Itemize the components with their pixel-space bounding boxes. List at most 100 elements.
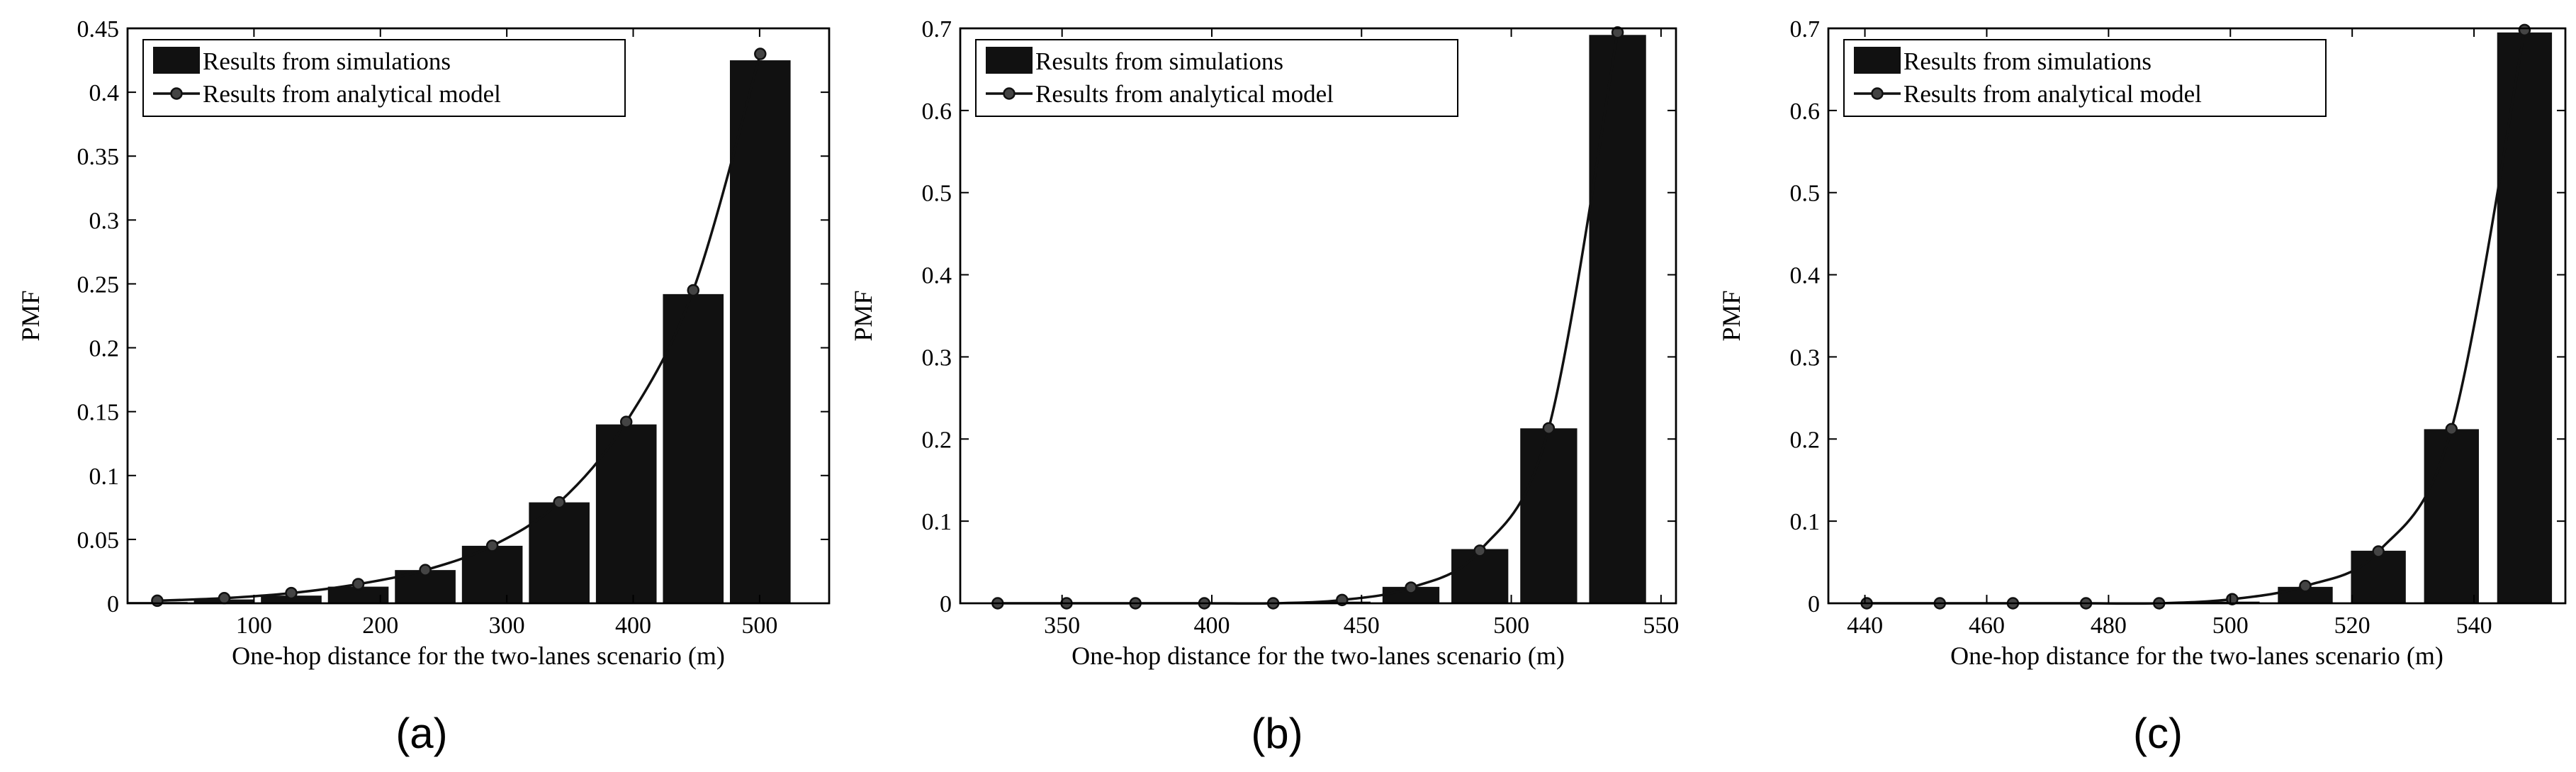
y-tick-label: 0.4: [1790, 263, 1821, 289]
y-tick-label: 0.15: [77, 400, 120, 426]
y-tick-label: 0.3: [922, 345, 952, 371]
panel-label: (b): [1251, 710, 1303, 757]
legend-line-label: Results from analytical model: [1035, 80, 1334, 108]
y-tick-label: 0.3: [1790, 345, 1821, 371]
bar: [2497, 32, 2553, 604]
y-axis-label: PMF: [16, 290, 45, 341]
x-tick-label: 450: [1344, 612, 1380, 639]
legend-bars-label: Results from simulations: [203, 47, 451, 75]
y-tick-label: 0.4: [922, 263, 952, 289]
y-axis-label: PMF: [849, 290, 877, 341]
x-tick-label: 440: [1847, 612, 1883, 639]
bar: [529, 502, 590, 603]
y-tick-label: 0.6: [1790, 99, 1821, 125]
line-point: [1473, 544, 1486, 557]
x-tick-label: 350: [1044, 612, 1080, 639]
x-axis-label: One-hop distance for the two-lanes scena…: [1950, 642, 2443, 670]
y-tick-label: 0.4: [89, 80, 120, 106]
legend: Results from simulations Results from ana…: [142, 39, 626, 117]
x-tick-label: 550: [1643, 612, 1679, 639]
line-point: [2226, 593, 2239, 605]
x-tick-label: 520: [2334, 612, 2370, 639]
line-point: [1542, 422, 1556, 435]
bar: [1589, 35, 1646, 604]
legend-line-marker: [1871, 87, 1884, 100]
line-point: [1611, 26, 1624, 39]
legend-box: [142, 39, 626, 117]
legend-line-marker: [170, 87, 183, 100]
y-tick-label: 0: [1808, 591, 1820, 617]
y-tick-label: 0.2: [922, 427, 952, 453]
line-point: [419, 564, 432, 576]
x-tick-label: 200: [362, 612, 398, 639]
legend-bar-swatch: [153, 47, 200, 74]
line-point: [218, 592, 231, 605]
y-tick-label: 0.6: [922, 99, 952, 125]
y-tick-label: 0.2: [89, 336, 120, 362]
line-point: [351, 578, 365, 591]
line-point: [553, 496, 566, 509]
legend-bar-swatch: [986, 47, 1033, 74]
legend: Results from simulations Results from ana…: [975, 39, 1458, 117]
legend-bars-label: Results from simulations: [1903, 47, 2152, 75]
bar: [595, 424, 657, 603]
line-point: [485, 539, 499, 552]
y-tick-label: 0.35: [77, 144, 120, 170]
y-tick-label: 0.5: [1790, 181, 1821, 207]
panel-label: (c): [2133, 710, 2183, 757]
panel-label: (a): [395, 710, 447, 757]
y-tick-label: 0.3: [89, 208, 120, 234]
y-tick-label: 0: [107, 591, 119, 617]
y-tick-label: 0.7: [1790, 16, 1821, 43]
y-tick-label: 0.25: [77, 272, 120, 298]
x-axis-label: One-hop distance for the two-lanes scena…: [232, 642, 725, 670]
y-axis-label: PMF: [1717, 290, 1745, 341]
bar: [2424, 429, 2479, 603]
x-axis-label: One-hop distance for the two-lanes scena…: [1072, 642, 1565, 670]
legend-box: [1843, 39, 2327, 117]
x-tick-label: 500: [741, 612, 777, 639]
line-point: [754, 47, 767, 60]
bar: [327, 586, 389, 603]
line-point: [2299, 579, 2312, 593]
y-tick-label: 0.1: [89, 464, 120, 490]
plot-border: [126, 27, 831, 605]
bar: [1520, 428, 1577, 603]
line-point: [2445, 423, 2458, 436]
line-point: [1405, 581, 1417, 594]
line-point: [687, 284, 699, 297]
line-point: [619, 415, 633, 428]
x-tick-label: 500: [1493, 612, 1529, 639]
line-point: [151, 594, 164, 608]
line-point: [2518, 23, 2531, 37]
legend-line-label: Results from analytical model: [1903, 80, 2202, 108]
chart-panel-1: 350 400 450 500 550 0 0.1 0.2 0.3 0.4 0.5 0.6 0.7 One…: [849, 16, 1679, 757]
legend-bar-swatch: [1854, 47, 1901, 74]
x-tick-label: 460: [1969, 612, 2005, 639]
bar: [663, 293, 724, 603]
legend-bars-label: Results from simulations: [1035, 47, 1283, 75]
y-tick-label: 0.05: [77, 527, 120, 554]
x-tick-label: 400: [1193, 612, 1230, 639]
x-tick-label: 100: [236, 612, 272, 639]
legend-line-label: Results from analytical model: [203, 80, 501, 108]
bar: [261, 595, 322, 603]
x-tick-label: 540: [2456, 612, 2492, 639]
legend-line-marker: [1003, 87, 1016, 100]
x-tick-label: 500: [2212, 612, 2249, 639]
bar: [2351, 550, 2406, 603]
y-tick-label: 0.5: [922, 181, 952, 207]
y-tick-label: 0.45: [77, 16, 120, 43]
y-tick-label: 0.1: [922, 509, 952, 535]
x-tick-label: 480: [2091, 612, 2127, 639]
x-tick-label: 300: [489, 612, 525, 639]
line-point: [285, 586, 298, 600]
y-tick-label: 0.1: [1790, 509, 1821, 535]
y-tick-label: 0: [940, 591, 952, 617]
y-tick-label: 0.2: [1790, 427, 1821, 453]
x-tick-label: 400: [615, 612, 651, 639]
legend-box: [975, 39, 1458, 117]
legend: Results from simulations Results from ana…: [1843, 39, 2327, 117]
plot-border: [959, 27, 1677, 605]
